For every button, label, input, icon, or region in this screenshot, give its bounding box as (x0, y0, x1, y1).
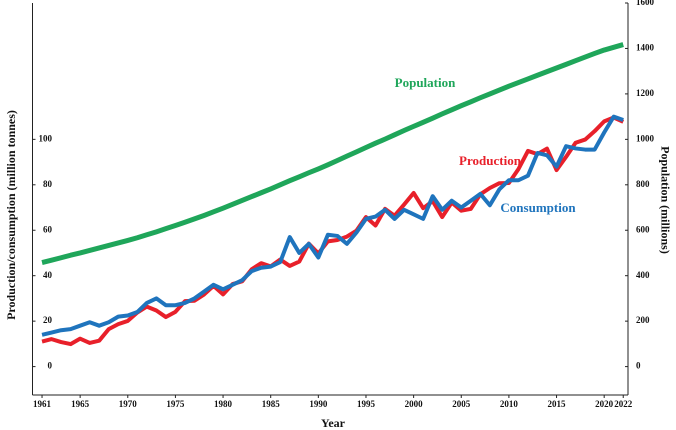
y2-tick-label: 600 (636, 224, 650, 234)
x-axis-label: Year (321, 416, 346, 430)
series-label: Population (395, 75, 456, 90)
y-axis-label: Production/consumption (million tonnes) (4, 110, 18, 320)
x-tick-label: 1980 (214, 399, 233, 409)
y-tick-label: 60 (43, 224, 53, 234)
x-tick-label: 2010 (500, 399, 519, 409)
y-tick-label: 0 (48, 361, 53, 371)
y-tick-label: 40 (43, 270, 53, 280)
y-tick-label: 80 (43, 179, 53, 189)
x-tick-label: 2015 (548, 399, 567, 409)
x-tick-label: 2005 (452, 399, 471, 409)
y2-tick-label: 1000 (636, 133, 655, 143)
y2-tick-label: 800 (636, 179, 650, 189)
series-line (41, 114, 624, 337)
x-tick-label: 2022 (614, 399, 633, 409)
x-tick-label: 1995 (357, 399, 376, 409)
series-label: Production (459, 153, 522, 168)
y-tick-label: 100 (39, 133, 53, 143)
y2-tick-label: 200 (636, 315, 650, 325)
y2-tick-label: 400 (636, 270, 650, 280)
x-tick-label: 1985 (262, 399, 281, 409)
series-line (41, 115, 625, 347)
y2-axis-label: Population (millions) (658, 146, 672, 254)
x-tick-label: 1961 (33, 399, 52, 409)
y-tick-label: 20 (43, 315, 53, 325)
series-line (41, 42, 624, 265)
y2-tick-label: 0 (636, 361, 641, 371)
series-label: Consumption (500, 200, 576, 215)
x-tick-label: 2000 (405, 399, 424, 409)
x-tick-label: 1975 (166, 399, 185, 409)
x-tick-label: 1990 (309, 399, 328, 409)
x-tick-label: 1965 (71, 399, 90, 409)
y2-tick-label: 1400 (636, 43, 655, 53)
y2-tick-label: 1600 (636, 0, 655, 7)
x-tick-label: 1970 (119, 399, 138, 409)
x-tick-label: 2020 (595, 399, 614, 409)
y2-tick-label: 1200 (636, 88, 655, 98)
